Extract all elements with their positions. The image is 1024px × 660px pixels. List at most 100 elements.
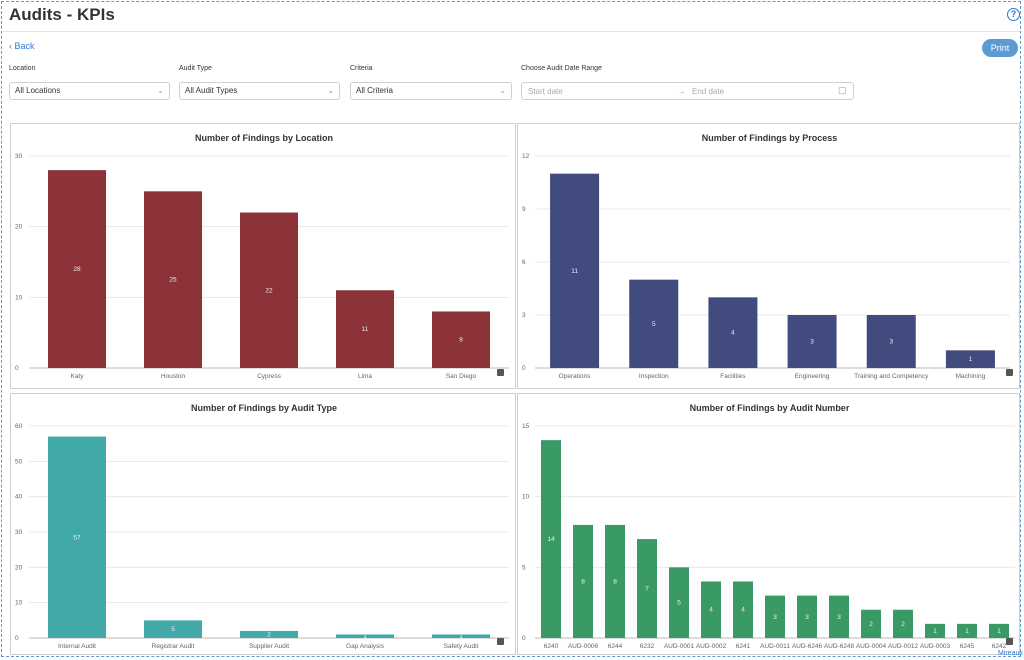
audit-type-select[interactable]: All Audit Types ⌄ — [179, 82, 340, 100]
data-label: 8 — [581, 578, 585, 585]
y-tick-label: 0 — [522, 635, 526, 642]
bar — [336, 290, 394, 368]
y-tick-label: 50 — [15, 458, 23, 465]
data-label: 2 — [901, 621, 905, 628]
x-tick-label: Operations — [559, 373, 592, 380]
bar — [925, 623, 945, 638]
chart-audit-number: Number of Findings by Audit Number051015… — [522, 403, 1015, 650]
bar — [989, 623, 1009, 638]
arrow-right-icon: → — [678, 87, 686, 96]
data-label: 11 — [571, 268, 578, 275]
y-tick-label: 0 — [15, 365, 19, 372]
x-tick-label: Facilities — [720, 373, 746, 380]
bar — [765, 595, 785, 638]
x-tick-label: AUD-0004 — [856, 643, 887, 650]
chevron-left-icon: ‹ — [9, 41, 12, 51]
chevron-down-icon: ⌄ — [327, 86, 334, 95]
x-tick-label: Katy — [70, 373, 84, 380]
y-tick-label: 10 — [15, 294, 23, 301]
bar — [945, 350, 995, 368]
chart-audit-type-checkbox[interactable] — [497, 638, 504, 645]
x-tick-label: Internal Audit — [58, 643, 96, 650]
x-tick-label: Engineering — [795, 373, 830, 380]
start-date-input[interactable]: Start date — [528, 87, 563, 96]
y-tick-label: 20 — [15, 224, 23, 231]
data-label: 2 — [869, 621, 873, 628]
bar — [893, 609, 913, 638]
data-label: 14 — [547, 536, 555, 543]
chart-process-checkbox[interactable] — [1006, 369, 1013, 376]
data-label: 4 — [709, 607, 713, 614]
bar — [957, 623, 977, 638]
data-label: 8 — [459, 337, 463, 344]
bar — [240, 630, 298, 638]
x-tick-label: AUD-0011 — [760, 643, 790, 650]
y-tick-label: 15 — [522, 423, 530, 430]
chart-location-checkbox[interactable] — [497, 369, 504, 376]
x-tick-label: AUD-6246 — [792, 643, 823, 650]
y-tick-label: 30 — [15, 153, 23, 160]
date-range-picker[interactable]: Start date → End date ▢ — [521, 82, 854, 100]
back-link[interactable]: ‹ Back — [9, 41, 35, 51]
data-label: 2 — [267, 631, 271, 638]
chart-panel-audit-type: Number of Findings by Audit Type 0 10 20 30 4… — [10, 393, 516, 655]
audit-type-filter-label: Audit Type — [179, 65, 212, 72]
x-tick-label: AUD-0002 — [696, 643, 727, 650]
location-select[interactable]: All Locations ⌄ — [9, 82, 170, 100]
bar — [733, 581, 753, 638]
chart-audit-number-checkbox[interactable] — [1006, 638, 1013, 645]
bar — [829, 595, 849, 638]
chart-panel-location: Number of Findings by Location 0 10 20 30 28 K… — [10, 123, 516, 389]
chevron-down-icon: ⌄ — [499, 86, 506, 95]
data-label: 11 — [362, 326, 369, 333]
end-date-input[interactable]: End date — [692, 87, 725, 96]
criteria-filter-label: Criteria — [350, 65, 373, 72]
x-tick-label: AUD-0001 — [664, 643, 695, 650]
x-tick-label: Supplier Audit — [249, 643, 289, 650]
data-label: 3 — [805, 614, 809, 621]
x-tick-label: 6242 — [992, 643, 1007, 650]
chevron-down-icon: ⌄ — [157, 86, 164, 95]
y-tick-label: 12 — [522, 153, 530, 160]
data-label: 8 — [613, 578, 617, 585]
data-label: 5 — [677, 600, 681, 607]
bar — [861, 609, 881, 638]
criteria-select[interactable]: All Criteria ⌄ — [350, 82, 512, 100]
data-label: 7 — [645, 586, 649, 593]
chart-title: Number of Findings by Process — [702, 133, 838, 143]
y-tick-label: 10 — [15, 600, 23, 607]
data-label: 25 — [169, 277, 177, 284]
chart-panel-process: Number of Findings by Process 0 3 6 9 12 11 Ope… — [517, 123, 1020, 389]
data-label: 3 — [810, 339, 814, 346]
y-tick-label: 9 — [522, 206, 526, 213]
bar — [144, 191, 202, 368]
chart-audit-type: Number of Findings by Audit Type 0 10 20 30 4… — [15, 403, 509, 650]
location-select-value: All Locations — [15, 86, 61, 95]
data-label: 1 — [459, 633, 463, 640]
bar — [629, 279, 679, 368]
data-label: 1 — [997, 628, 1001, 635]
bar — [48, 170, 106, 368]
y-tick-label: 60 — [15, 423, 23, 430]
bar — [669, 567, 689, 638]
x-tick-label: 6244 — [608, 643, 623, 650]
y-tick-label: 3 — [522, 312, 526, 319]
data-label: 3 — [889, 339, 893, 346]
bar — [48, 436, 106, 638]
bar — [240, 212, 298, 368]
x-tick-label: Lima — [358, 373, 372, 380]
date-range-filter-label: Choose Audit Date Range — [521, 65, 602, 72]
help-icon[interactable]: ? — [1007, 8, 1020, 21]
bar — [432, 311, 490, 368]
x-tick-label: 6232 — [640, 643, 655, 650]
print-button[interactable]: Print — [982, 39, 1018, 57]
x-tick-label: 6245 — [960, 643, 975, 650]
y-tick-label: 40 — [15, 494, 23, 501]
chart-title: Number of Findings by Location — [195, 133, 333, 143]
bar — [866, 315, 916, 368]
x-tick-label: AUD-0006 — [568, 643, 599, 650]
bar — [541, 440, 561, 638]
y-tick-label: 20 — [15, 564, 23, 571]
x-tick-label: Inspection — [639, 373, 669, 380]
